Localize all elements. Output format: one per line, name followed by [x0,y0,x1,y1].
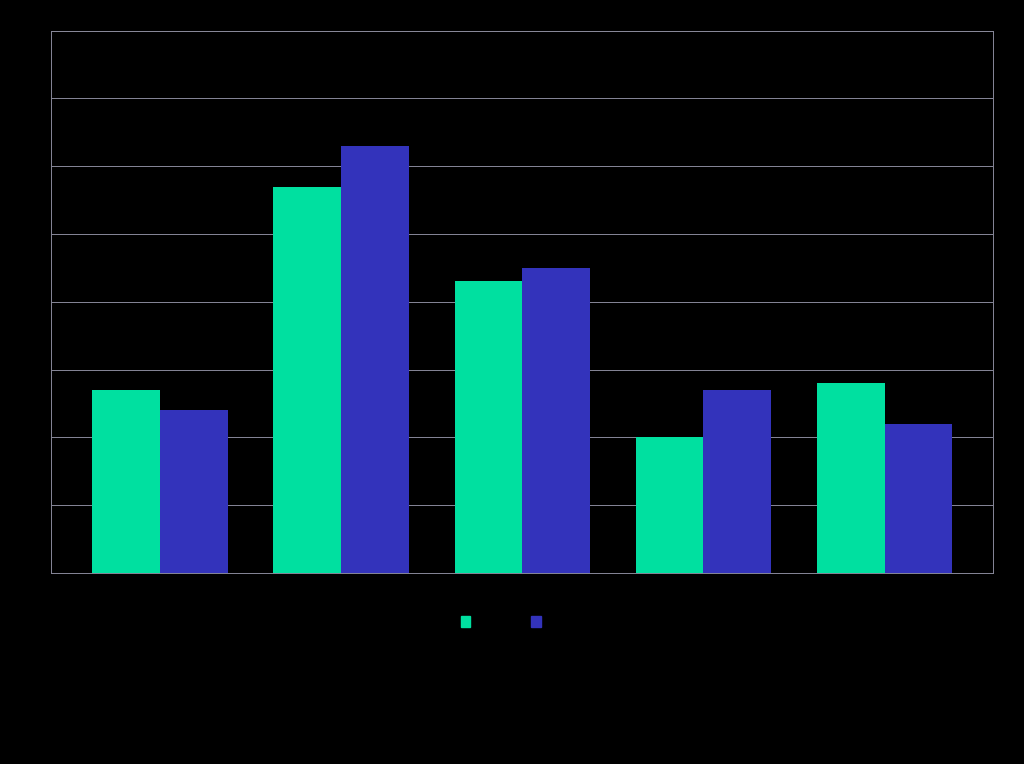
Bar [273,186,341,573]
Bar [703,390,771,573]
Legend: 2011, 2013: 2011, 2013 [455,609,590,636]
Bar [92,390,160,573]
Bar [817,384,885,573]
Bar [341,146,409,573]
Bar [522,268,590,573]
Bar [885,424,952,573]
Bar [636,437,703,573]
Bar [455,281,522,573]
Bar [160,410,227,573]
